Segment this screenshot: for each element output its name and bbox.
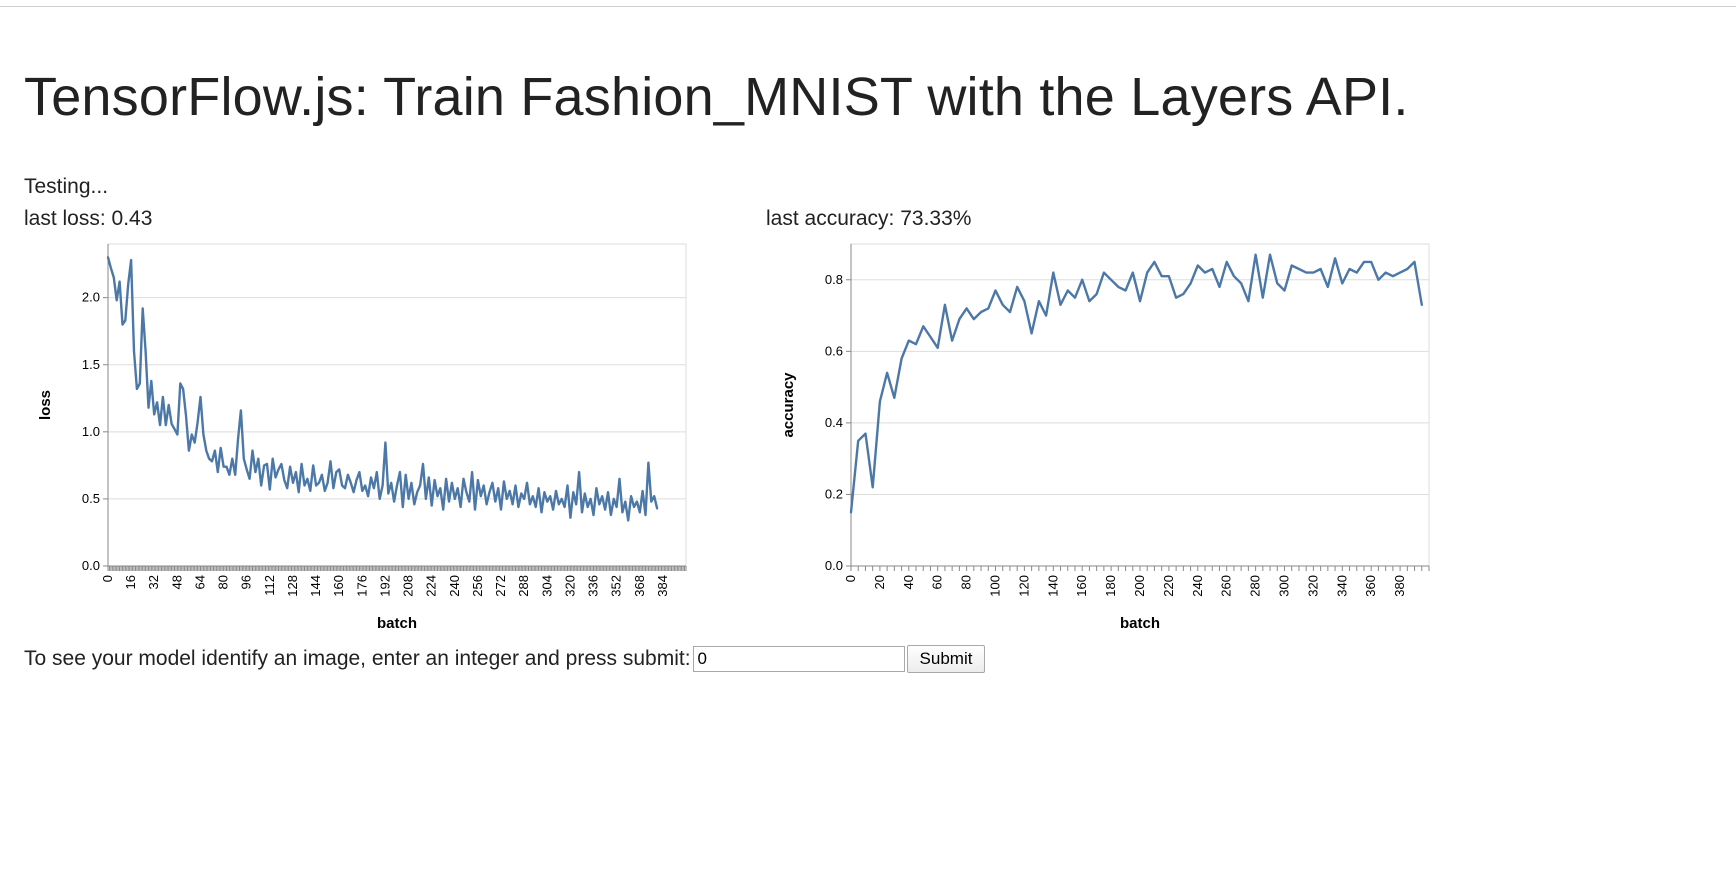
y-tick-label: 0.8 xyxy=(825,272,843,287)
page-title: TensorFlow.js: Train Fashion_MNIST with … xyxy=(24,67,1409,127)
x-tick-label: 96 xyxy=(239,575,254,589)
x-tick-label: 64 xyxy=(192,575,207,589)
y-tick-label: 0.0 xyxy=(825,558,843,573)
x-tick-label: 0 xyxy=(100,575,115,582)
y-axis-title: loss xyxy=(37,390,54,420)
x-tick-label: 384 xyxy=(655,575,670,597)
x-tick-label: 304 xyxy=(539,575,554,597)
x-tick-label: 140 xyxy=(1045,575,1060,597)
identify-image-prompt: To see your model identify an image, ent… xyxy=(24,647,691,670)
x-tick-label: 100 xyxy=(988,575,1003,597)
x-tick-label: 224 xyxy=(424,575,439,597)
x-tick-label: 80 xyxy=(959,575,974,589)
y-tick-label: 0.5 xyxy=(82,491,100,506)
x-tick-label: 368 xyxy=(632,575,647,597)
loss-series-line xyxy=(106,256,659,522)
x-tick-label: 300 xyxy=(1277,575,1292,597)
top-divider xyxy=(0,6,1736,7)
y-axis-title: accuracy xyxy=(780,372,797,438)
x-tick-label: 48 xyxy=(169,575,184,589)
identify-image-form: To see your model identify an image, ent… xyxy=(24,645,986,673)
x-tick-label: 160 xyxy=(331,575,346,597)
x-tick-label: 20 xyxy=(872,575,887,589)
x-tick-label: 352 xyxy=(609,575,624,597)
x-axis-title: batch xyxy=(377,615,417,632)
x-tick-label: 208 xyxy=(401,575,416,597)
x-tick-label: 320 xyxy=(1305,575,1320,597)
y-tick-label: 0.0 xyxy=(82,558,100,573)
x-tick-label: 0 xyxy=(843,575,858,582)
x-tick-label: 220 xyxy=(1161,575,1176,597)
submit-button[interactable]: Submit xyxy=(906,645,986,673)
x-tick-label: 240 xyxy=(1190,575,1205,597)
last-accuracy-label: last accuracy: 73.33% xyxy=(766,207,972,230)
loss-chart: 0.0 0.5 1.0 1.5 2.0 0 16 32 48 64 80 96 112 128 144 160… xyxy=(37,243,687,632)
x-tick-label: 32 xyxy=(146,575,161,589)
x-tick-label: 256 xyxy=(470,575,485,597)
x-tick-label: 192 xyxy=(377,575,392,597)
x-tick-label: 40 xyxy=(901,575,916,589)
x-axis-title: batch xyxy=(1120,615,1160,632)
x-tick-label: 272 xyxy=(493,575,508,597)
x-tick-label: 160 xyxy=(1074,575,1089,597)
last-loss-label: last loss: 0.43 xyxy=(24,207,153,230)
x-tick-label: 120 xyxy=(1016,575,1031,597)
x-tick-label: 176 xyxy=(354,575,369,597)
x-tick-label: 336 xyxy=(586,575,601,597)
x-tick-label: 320 xyxy=(562,575,577,597)
y-tick-label: 0.2 xyxy=(825,486,843,501)
x-tick-label: 360 xyxy=(1363,575,1378,597)
x-tick-label: 240 xyxy=(447,575,462,597)
y-tick-label: 0.4 xyxy=(825,415,843,430)
x-tick-label: 60 xyxy=(930,575,945,589)
status-text: Testing... xyxy=(24,175,109,198)
plot-frame xyxy=(107,243,687,567)
y-tick-label: 1.5 xyxy=(82,357,100,372)
x-tick-label: 112 xyxy=(262,575,277,596)
y-tick-label: 2.0 xyxy=(82,290,100,305)
accuracy-chart: 0.0 0.2 0.4 0.6 0.8 0 20 40 60 80 100 120 140 160 180 2… xyxy=(780,243,1430,632)
x-tick-label: 128 xyxy=(285,575,300,597)
x-tick-label: 280 xyxy=(1248,575,1263,597)
x-tick-label: 80 xyxy=(216,575,231,589)
x-tick-label: 16 xyxy=(123,575,138,589)
y-tick-label: 0.6 xyxy=(825,343,843,358)
accuracy-series-line xyxy=(849,253,1423,514)
x-tick-label: 180 xyxy=(1103,575,1118,597)
image-index-input[interactable] xyxy=(692,646,905,672)
y-tick-label: 1.0 xyxy=(82,424,100,439)
x-tick-label: 288 xyxy=(516,575,531,597)
x-tick-label: 200 xyxy=(1132,575,1147,597)
x-tick-label: 340 xyxy=(1334,575,1349,597)
x-tick-label: 144 xyxy=(308,575,323,597)
plot-frame xyxy=(850,243,1430,567)
x-tick-label: 380 xyxy=(1392,575,1407,597)
x-tick-label: 260 xyxy=(1219,575,1234,597)
